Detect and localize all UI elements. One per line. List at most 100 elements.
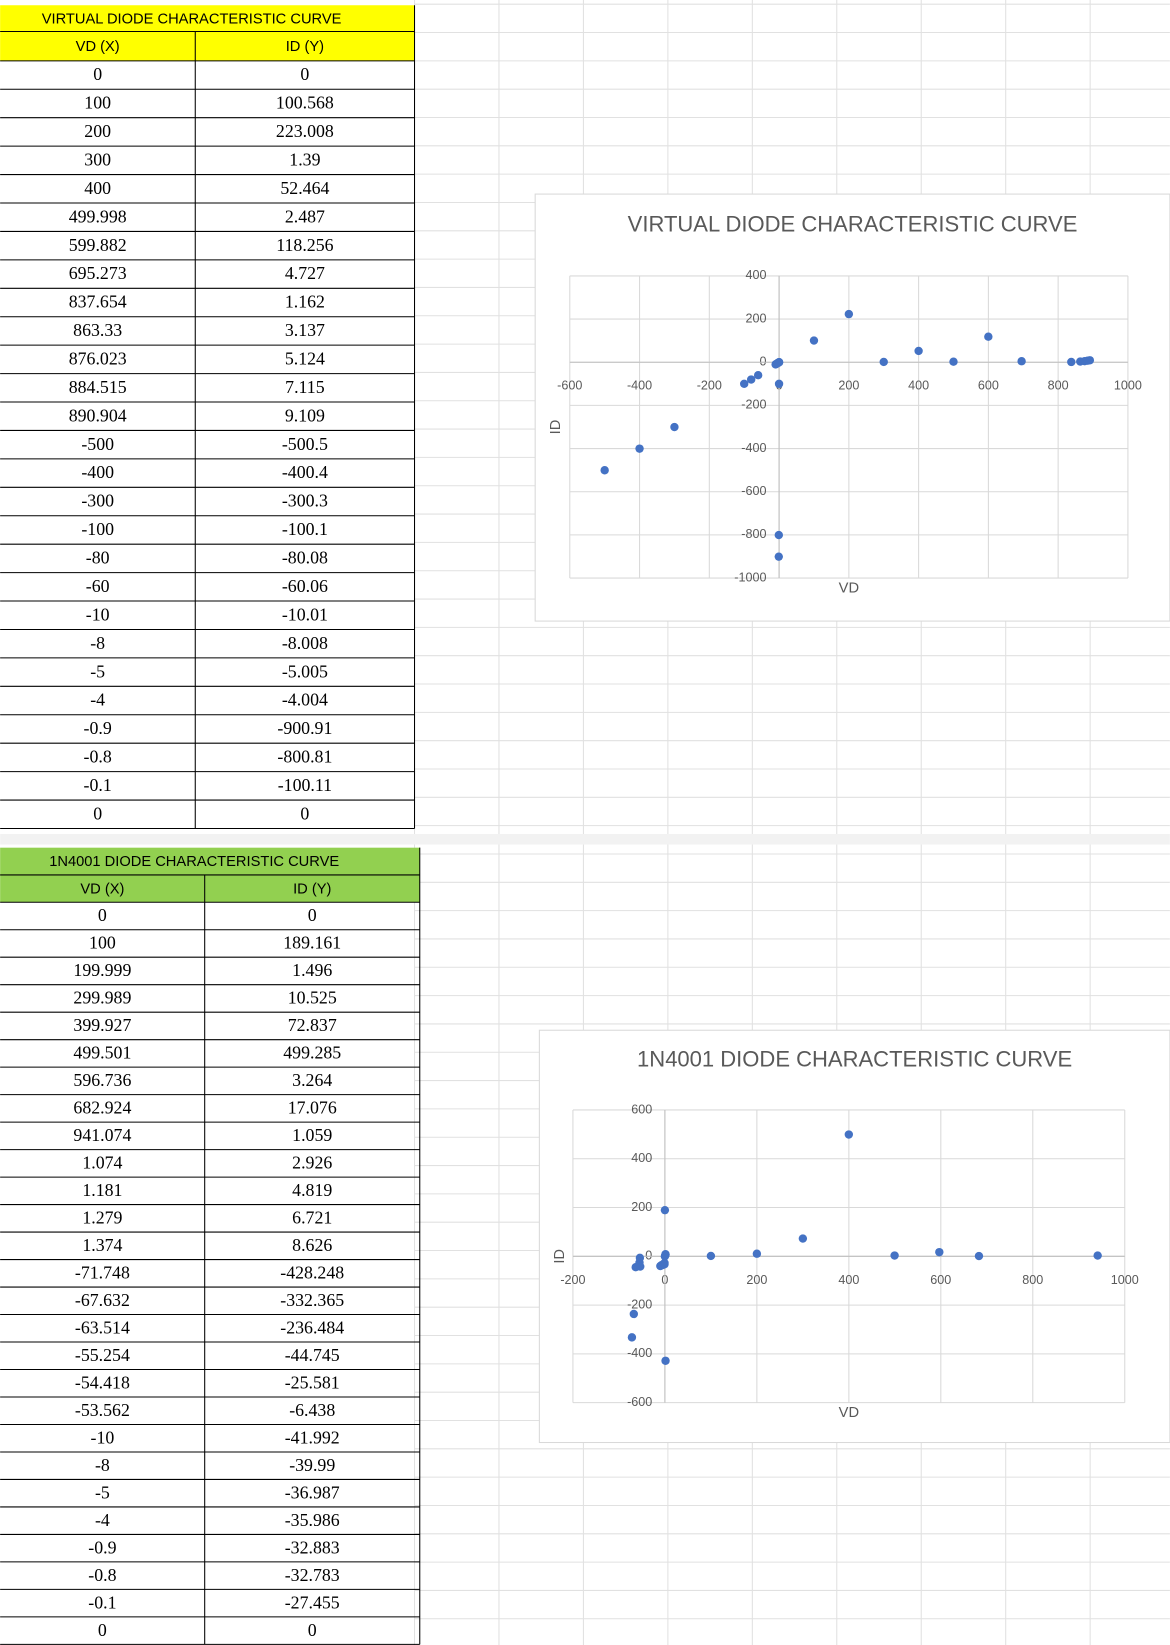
table-cell[interactable]: -500.5 [282,434,328,454]
table-cell[interactable]: 6.721 [292,1207,332,1227]
table-cell[interactable]: 199.999 [73,960,131,980]
table-cell[interactable]: -800.81 [277,747,332,767]
table-cell[interactable]: -36.987 [285,1482,340,1502]
table-cell[interactable]: 4.727 [285,263,325,283]
table-cell[interactable]: -8.008 [282,633,328,653]
table-cell[interactable]: 863.33 [73,320,122,340]
table-cell[interactable]: 9.109 [285,405,325,425]
table-cell[interactable]: 1.074 [82,1152,122,1172]
table-cell[interactable]: -0.1 [88,1592,116,1612]
table-cell[interactable]: -54.418 [75,1372,130,1392]
table-cell[interactable]: 100 [89,933,116,953]
table-cell[interactable]: 2.926 [292,1152,332,1172]
table-cell[interactable]: 941.074 [73,1125,131,1145]
table-cell[interactable]: 17.076 [288,1098,337,1118]
table-cell[interactable]: -60.06 [282,576,328,596]
table-cell[interactable]: -4 [95,1510,110,1530]
table-cell[interactable]: 300 [84,149,111,169]
table-cell[interactable]: -25.581 [285,1372,340,1392]
table-cell[interactable]: -8 [95,1455,110,1475]
table-cell[interactable]: 1.181 [82,1180,122,1200]
table-cell[interactable]: -300.3 [282,491,328,511]
table-cell[interactable]: 299.989 [73,988,131,1008]
table-cell[interactable]: 1.496 [292,960,332,980]
table-cell[interactable]: 1.279 [82,1207,122,1227]
table-cell[interactable]: 682.924 [73,1098,131,1118]
table-cell[interactable]: 0 [98,905,107,925]
table-cell[interactable]: -0.1 [84,775,112,795]
table-cell[interactable]: 0 [300,803,309,823]
table-cell[interactable]: 837.654 [69,292,127,312]
table-cell[interactable]: -5 [95,1482,110,1502]
table-cell[interactable]: 0 [308,1620,317,1640]
table-cell[interactable]: -10 [86,604,110,624]
table-cell[interactable]: -10 [91,1427,115,1447]
table-cell[interactable]: -332.365 [280,1290,344,1310]
table-cell[interactable]: -32.783 [285,1565,340,1585]
table-cell[interactable]: -0.9 [88,1537,116,1557]
table-cell[interactable]: -0.9 [84,718,112,738]
table-cell[interactable]: 100 [84,93,111,113]
table-cell[interactable]: 8.626 [292,1235,332,1255]
table-cell[interactable]: 0 [308,905,317,925]
table-cell[interactable]: 189.161 [283,933,341,953]
table-cell[interactable]: 1.162 [285,292,325,312]
table-cell[interactable]: -400.4 [282,462,328,482]
table-cell[interactable]: -0.8 [88,1565,116,1585]
table-cell[interactable]: -41.992 [285,1427,340,1447]
table-cell[interactable]: -67.632 [75,1290,130,1310]
table-cell[interactable]: 0 [300,64,309,84]
table-cell[interactable]: -5 [90,661,105,681]
table-cell[interactable]: -6.438 [289,1400,335,1420]
table-cell[interactable]: -10.01 [282,604,328,624]
table-cell[interactable]: -55.254 [75,1345,130,1365]
table-cell[interactable]: 400 [84,178,111,198]
table-cell[interactable]: -80 [86,548,110,568]
table-cell[interactable]: 0 [93,64,102,84]
table-cell[interactable]: 223.008 [276,121,334,141]
table-cell[interactable]: -80.08 [282,548,328,568]
table-cell[interactable]: 599.882 [69,235,127,255]
table-cell[interactable]: 3.137 [285,320,325,340]
table-cell[interactable]: -27.455 [285,1592,340,1612]
table-cell[interactable]: 1.374 [82,1235,122,1255]
table-cell[interactable]: -63.514 [75,1317,130,1337]
table-cell[interactable]: 695.273 [69,263,127,283]
table-cell[interactable]: 100.568 [276,93,334,113]
table-cell[interactable]: 884.515 [69,377,127,397]
table-cell[interactable]: -300 [81,491,114,511]
table-cell[interactable]: 52.464 [280,178,329,198]
table-cell[interactable]: -4 [90,690,105,710]
table-cell[interactable]: -44.745 [285,1345,340,1365]
table-cell[interactable]: 4.819 [292,1180,332,1200]
table-cell[interactable]: 3.264 [292,1070,332,1090]
table-cell[interactable]: -35.986 [285,1510,340,1530]
table-cell[interactable]: 118.256 [276,235,333,255]
table-cell[interactable]: -8 [90,633,105,653]
table-cell[interactable]: -428.248 [280,1262,344,1282]
table-cell[interactable]: -900.91 [277,718,332,738]
table-cell[interactable]: 876.023 [69,349,127,369]
table-cell[interactable]: -400 [81,462,114,482]
table-cell[interactable]: 200 [84,121,111,141]
table-cell[interactable]: 596.736 [73,1070,131,1090]
table-cell[interactable]: 5.124 [285,349,325,369]
table-cell[interactable]: 499.285 [283,1043,341,1063]
table-cell[interactable]: 1.39 [289,149,320,169]
table-cell[interactable]: -39.99 [289,1455,335,1475]
table-cell[interactable]: -71.748 [75,1262,130,1282]
table-cell[interactable]: 399.927 [73,1015,131,1035]
table-cell[interactable]: -4.004 [282,690,328,710]
table-cell[interactable]: -100.11 [278,775,332,795]
table-cell[interactable]: 0 [93,803,102,823]
table-cell[interactable]: -5.005 [282,661,328,681]
table-cell[interactable]: 1.059 [292,1125,332,1145]
table-cell[interactable]: 2.487 [285,206,325,226]
table-cell[interactable]: -53.562 [75,1400,130,1420]
table-cell[interactable]: 890.904 [69,405,127,425]
table-cell[interactable]: 72.837 [288,1015,337,1035]
table-cell[interactable]: 499.501 [73,1043,131,1063]
table-cell[interactable]: -32.883 [285,1537,340,1557]
table-cell[interactable]: 499.998 [69,206,127,226]
table-cell[interactable]: 7.115 [285,377,325,397]
